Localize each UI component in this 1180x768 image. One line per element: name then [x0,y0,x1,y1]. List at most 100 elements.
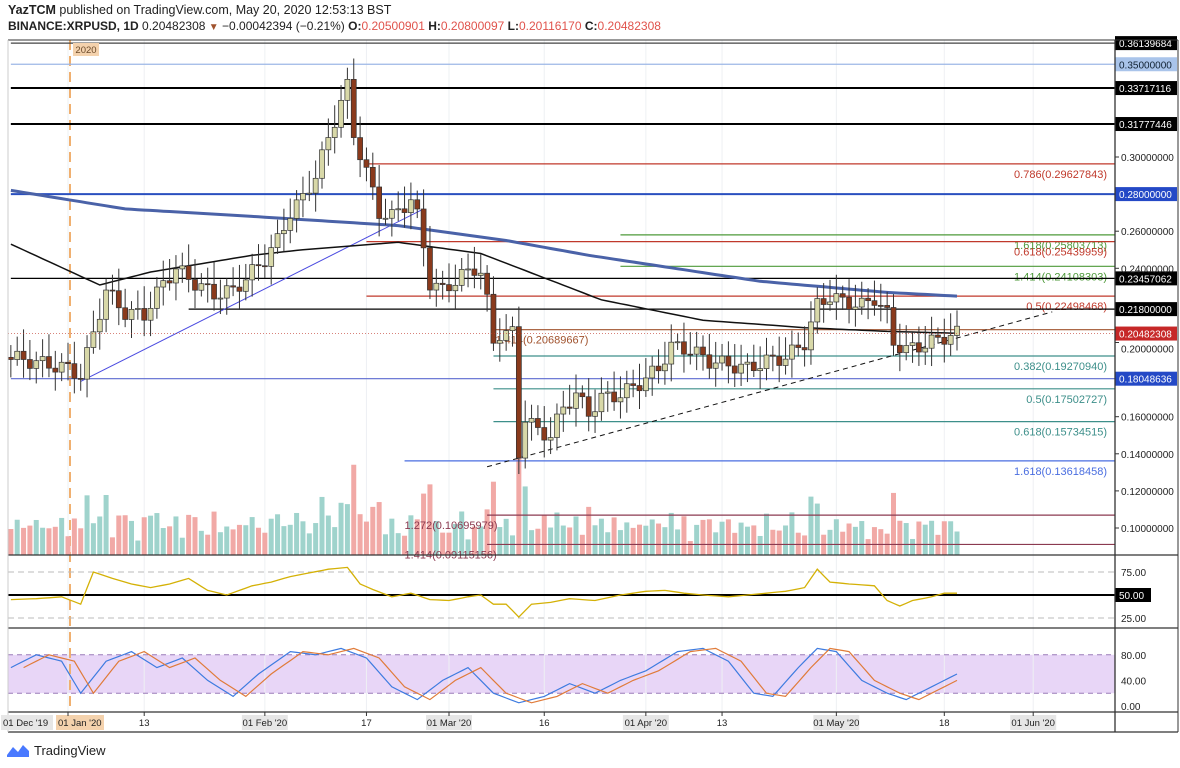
candle [916,342,922,353]
volume-bar [141,517,147,555]
volume-bar [656,523,662,555]
volume-bar [548,527,554,555]
time-label-bg [1010,715,1057,730]
candle [350,78,357,138]
candle [693,346,700,355]
volume-bar [598,518,604,555]
current-price-tag-bg [1115,326,1177,341]
volume-bar [700,519,706,555]
volume-bar [675,529,681,555]
time-label-bg [1,715,53,730]
time-tick-label: 01 Mar '20 [427,718,472,729]
price-tag: 0.21800000 [1119,305,1172,316]
candle [782,358,789,366]
volume-bar [764,513,769,555]
candle [369,166,376,188]
candle [249,264,255,281]
volume-bar [421,493,427,555]
volume-bar [465,539,471,555]
price-tick-label: 0.20000000 [1121,345,1174,356]
candle [439,282,446,285]
volume-bar [370,506,376,555]
candle [389,209,395,219]
volume-bar [624,522,630,555]
candle [636,385,643,392]
volume-bar [46,528,52,555]
candle [662,363,668,372]
volume-bar [236,524,242,555]
candle [52,367,59,373]
symbol: BINANCE:XRPUSD, 1D [8,19,139,33]
volume-bar [319,496,325,555]
candle [287,218,294,231]
candle [135,308,141,310]
volume-bar [427,484,433,555]
candle [769,354,776,357]
volume-bar [275,514,281,555]
candle [560,406,567,415]
candle [414,199,421,210]
volume-bar [33,519,39,555]
candle [928,334,935,349]
volume-bar [135,540,141,555]
candle [452,284,459,292]
candle [128,308,135,320]
volume-bar [484,509,490,555]
volume-bar [313,523,319,555]
candle [471,268,478,276]
candle [274,233,281,249]
volume-bar [243,525,249,555]
open-value: 0.20500901 [361,19,425,33]
candle [820,298,827,305]
volume-bar [389,518,395,555]
volume-bar [287,524,293,555]
candle [433,282,440,291]
candle [103,289,109,320]
candle [515,326,522,459]
candle [795,344,802,348]
candle [357,137,363,161]
tradingview-logo[interactable]: TradingView [6,742,106,758]
candle [141,308,148,321]
volume-bar [300,521,306,555]
volume-bar [198,530,204,555]
price-tag-bg [1115,187,1177,202]
candle [338,99,344,128]
candle [262,265,268,268]
volume-bar [503,518,509,555]
candle [655,365,662,372]
candle [896,344,903,354]
candle [954,325,960,336]
volume-bar [281,526,287,555]
candle [27,359,33,369]
candle [649,365,656,379]
candle [84,347,90,380]
volume-bar [160,528,166,555]
volume-bar [363,521,369,555]
candle [420,208,427,249]
price-tick-label: 0.10000000 [1121,524,1174,535]
fib-label: 0.618(0.25439959) [1014,247,1107,259]
volume-bar [268,518,274,555]
candle [744,361,751,365]
candle [668,341,675,365]
time-tick-label: 01 Apr '20 [625,718,668,729]
candle [173,268,179,284]
price-tag-bg [1115,81,1177,96]
candle [46,356,52,369]
volume-bar [713,532,719,555]
volume-bar [617,530,623,555]
volume-bar [878,529,884,555]
time-tick-label: 01 May '20 [813,718,859,729]
candle [179,265,186,270]
candle [8,356,14,360]
volume-bar [808,496,814,555]
candle [255,264,262,267]
stoch-k-line [10,647,958,704]
time-label-bg [622,715,669,730]
volume-bar [757,535,763,555]
volume-bar [332,527,338,555]
volume-bar [65,536,71,555]
candle [852,306,859,310]
